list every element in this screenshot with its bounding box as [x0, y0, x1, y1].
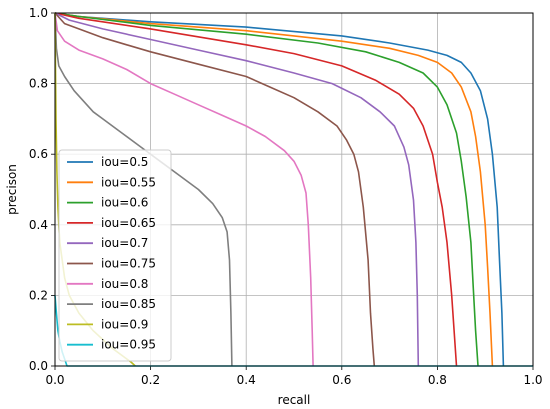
x-tick-label: 0.2 [141, 373, 160, 387]
series-lines [54, 12, 533, 367]
legend-label: iou=0.8 [101, 277, 148, 291]
x-tick-label: 0.8 [428, 373, 447, 387]
series-line-0 [54, 12, 505, 367]
legend-label: iou=0.7 [101, 236, 148, 250]
series-line-3 [54, 12, 458, 367]
legend-label: iou=0.65 [101, 216, 156, 230]
y-tick-label: 0.6 [29, 147, 48, 161]
y-tick-label: 0.2 [29, 288, 48, 302]
legend: iou=0.5 iou=0.55 iou=0.6 iou=0.65 iou=0.7 iou… [58, 149, 172, 362]
legend-label: iou=0.6 [101, 196, 148, 210]
axis-ticks: 0.0 0.2 0.4 0.6 0.8 1.0 0.0 0.2 0.4 0.6 0.8 1.0 [29, 6, 543, 387]
series-line-1 [54, 12, 494, 367]
y-tick-label: 0.0 [29, 359, 48, 373]
x-tick-label: 0.0 [45, 373, 64, 387]
y-tick-label: 0.4 [29, 218, 48, 232]
x-tick-label: 0.6 [332, 373, 351, 387]
series-line-2 [54, 12, 479, 367]
legend-label: iou=0.55 [101, 175, 156, 189]
series-line-4 [54, 12, 420, 367]
y-axis-label: precison [5, 164, 19, 215]
series-line-7 [54, 12, 233, 367]
x-tick-label: 1.0 [523, 373, 542, 387]
x-axis-label: recall [278, 393, 311, 407]
legend-label: iou=0.75 [101, 257, 156, 271]
series-line-6 [54, 12, 314, 367]
x-tick-label: 0.4 [237, 373, 256, 387]
legend-label: iou=0.95 [101, 338, 156, 352]
y-tick-label: 0.8 [29, 77, 48, 91]
legend-label: iou=0.9 [101, 317, 148, 331]
legend-label: iou=0.5 [101, 155, 148, 169]
plot-frame [54, 12, 534, 367]
legend-label: iou=0.85 [101, 297, 156, 311]
y-tick-label: 1.0 [29, 6, 48, 20]
series-line-5 [54, 12, 376, 367]
